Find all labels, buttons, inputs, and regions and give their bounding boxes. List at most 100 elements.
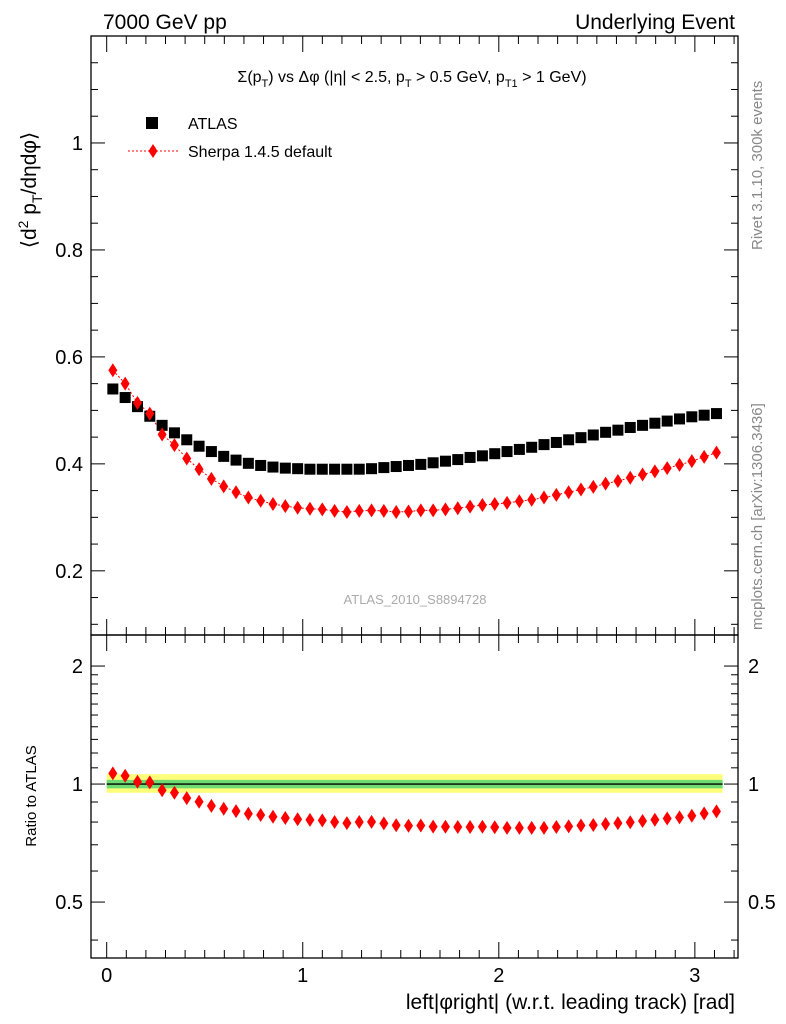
ratio-sherpa-point (551, 820, 561, 835)
atlas-point (710, 408, 722, 420)
sherpa-point (194, 462, 204, 477)
atlas-point (390, 461, 402, 473)
legend-atlas-marker (146, 117, 158, 129)
sherpa-point (330, 503, 340, 518)
ratio-sherpa-point (280, 811, 290, 826)
ratio-sherpa-point (625, 815, 635, 830)
ratio-sherpa-point (120, 768, 130, 783)
atlas-point (489, 448, 501, 460)
sherpa-point (280, 499, 290, 514)
atlas-point (107, 383, 119, 395)
sherpa-point (687, 454, 697, 469)
sherpa-point (527, 492, 537, 507)
sherpa-point (539, 490, 549, 505)
ratio-sherpa-point (293, 812, 303, 827)
atlas-point (600, 426, 612, 438)
atlas-point (156, 419, 168, 431)
ratio-sherpa-point (687, 808, 697, 823)
ratio-sherpa-point (477, 819, 487, 834)
legend-sherpa-label: Sherpa 1.4.5 default (188, 144, 333, 161)
atlas-point (550, 436, 562, 448)
atlas-point (353, 463, 365, 475)
ratio-sherpa-point (391, 818, 401, 833)
ratio-ytick-label-left: 1 (72, 774, 83, 796)
header-left: 7000 GeV pp (103, 11, 227, 34)
ratio-ytick-label-left: 2 (72, 656, 83, 678)
main-ytick-label: 0.8 (55, 240, 83, 262)
main-ytick-label: 1 (72, 133, 83, 155)
ratio-sherpa-point (379, 816, 389, 831)
xtick-label: 1 (297, 965, 308, 987)
ratio-sherpa-point (108, 766, 118, 781)
atlas-point (427, 457, 439, 469)
ratio-sherpa-point (243, 806, 253, 821)
main-ytick-label: 0.2 (55, 561, 83, 583)
atlas-point (538, 439, 550, 451)
ratio-sherpa-point (256, 807, 266, 822)
ratio-sherpa-point (490, 820, 500, 835)
atlas-point (218, 450, 230, 462)
ratio-sherpa-point (601, 816, 611, 831)
ratio-sherpa-point (169, 785, 179, 800)
sherpa-point (305, 501, 315, 516)
xtick-label: 3 (689, 965, 700, 987)
ratio-sherpa-point (206, 798, 216, 813)
sherpa-point (625, 470, 635, 485)
atlas-point (661, 415, 673, 427)
sherpa-point (256, 493, 266, 508)
ratio-sherpa-point (638, 813, 648, 828)
sherpa-point (317, 502, 327, 517)
sherpa-point (502, 495, 512, 510)
atlas-point (403, 459, 415, 471)
atlas-point (649, 417, 661, 429)
ratio-sherpa-point (502, 820, 512, 835)
ratio-ytick-label-right: 0.5 (748, 892, 776, 914)
sherpa-point (169, 438, 179, 453)
legend-atlas-label: ATLAS (188, 116, 238, 133)
ratio-sherpa-point (367, 814, 377, 829)
ratio-sherpa-point (219, 801, 229, 816)
atlas-point (587, 429, 599, 441)
atlas-point (267, 461, 279, 473)
atlas-point (255, 459, 267, 471)
atlas-point (501, 446, 513, 458)
sherpa-point (354, 503, 364, 518)
atlas-point (674, 413, 686, 425)
sherpa-point (564, 485, 574, 500)
ratio-sherpa-point (576, 818, 586, 833)
atlas-point (119, 392, 131, 404)
ratio-sherpa-point (268, 809, 278, 824)
ratio-sherpa-point (342, 816, 352, 831)
sherpa-point (120, 376, 130, 391)
sherpa-point (379, 503, 389, 518)
ratio-sherpa-point (527, 820, 537, 835)
atlas-point (378, 462, 390, 474)
atlas-point (513, 443, 525, 455)
xtick-label: 0 (101, 965, 112, 987)
header-right: Underlying Event (575, 11, 735, 34)
ratio-sherpa-point (613, 816, 623, 831)
sherpa-point (206, 471, 216, 486)
atlas-point (698, 409, 710, 421)
ratio-ylabel: Ratio to ATLAS (23, 745, 40, 846)
ratio-ytick-label-left: 0.5 (55, 892, 83, 914)
atlas-point (304, 463, 316, 475)
ratio-sherpa-point (354, 815, 364, 830)
ratio-sherpa-point (588, 818, 598, 833)
analysis-id: ATLAS_2010_S8894728 (344, 592, 487, 607)
sherpa-point (231, 485, 241, 500)
sherpa-point (551, 487, 561, 502)
ratio-band (106, 774, 723, 793)
sherpa-point (576, 482, 586, 497)
ratio-sherpa-point (453, 820, 463, 835)
ratio-sherpa-point (416, 818, 426, 833)
atlas-point (181, 434, 193, 446)
atlas-point (563, 434, 575, 446)
xtick-label: 2 (493, 965, 504, 987)
main-ylabel: ⟨d2 pT/dηdφ⟩ (15, 132, 45, 248)
ratio-sherpa-point (675, 810, 685, 825)
sherpa-point (428, 503, 438, 518)
sherpa-point (219, 479, 229, 494)
sherpa-point (145, 406, 155, 421)
